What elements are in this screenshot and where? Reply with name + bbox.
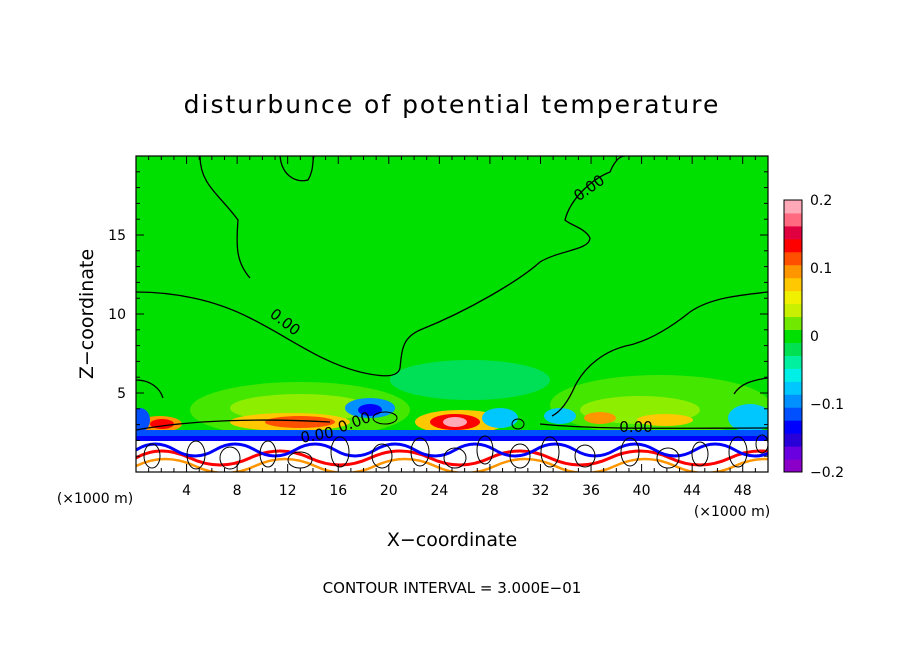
chart-title: disturbunce of potential temperature (184, 90, 721, 119)
x-tick-label: 20 (380, 483, 398, 499)
contour-interval-note: CONTOUR INTERVAL = 3.000E−01 (323, 579, 582, 597)
x-tick-label: 28 (481, 483, 499, 499)
temperature-field (136, 156, 768, 472)
colorbar-swatch (784, 225, 802, 240)
colorbar-swatch (784, 212, 802, 227)
x-unit-label-right: (×1000 m) (694, 504, 770, 520)
y-tick-label: 5 (117, 386, 126, 402)
x-axis-label: X−coordinate (387, 529, 517, 551)
colorbar-swatch (784, 251, 802, 266)
colorbar-swatch (784, 381, 802, 395)
colorbar-tick-label: −0.2 (810, 465, 844, 481)
colorbar-swatch (784, 433, 802, 447)
x-tick-label: 16 (329, 483, 347, 499)
colorbar-swatch (784, 316, 802, 331)
contour-label-5: 0.00 (619, 418, 652, 436)
y-tick-label: 15 (108, 228, 126, 244)
colorbar-swatch (784, 200, 802, 214)
colorbar-tick-label: −0.1 (810, 397, 844, 413)
x-tick-label: 40 (633, 483, 651, 499)
x-tick-label: 48 (734, 483, 752, 499)
colorbar-swatch (784, 264, 802, 279)
colorbar-swatch (784, 238, 802, 253)
x-tick-label: 8 (233, 483, 242, 499)
colorbar-swatch (784, 277, 802, 292)
x-tick-label: 4 (182, 483, 191, 499)
colorbar-swatch (784, 342, 802, 356)
colorbar-swatch (784, 368, 802, 382)
contour-label-3: 0.00 (299, 423, 335, 447)
colorbar-swatch (784, 394, 802, 408)
colorbar-swatch (784, 446, 802, 460)
y-axis-label: Z−coordinate (76, 249, 98, 379)
plot-area: 0.00 0.00 0.00 0.00 0.00 (135, 155, 769, 473)
x-unit-label-left: (×1000 m) (57, 491, 133, 507)
colorbar-swatch (784, 407, 802, 421)
colorbar-swatch (784, 303, 802, 318)
x-tick-label: 44 (683, 483, 701, 499)
colorbar-swatch (784, 459, 802, 473)
x-tick-label: 12 (279, 483, 297, 499)
colorbar-tick-label: 0 (810, 329, 819, 345)
y-tick-label: 10 (108, 307, 126, 323)
x-tick-label: 24 (430, 483, 448, 499)
colorbar-swatch (784, 290, 802, 305)
colorbar-swatch (784, 329, 802, 343)
colorbar-tick-label: 0.1 (810, 261, 832, 277)
colorbar-swatch (784, 420, 802, 434)
colorbar-tick-label: 0.2 (810, 193, 832, 209)
colorbar (783, 199, 803, 473)
colorbar-swatch (784, 355, 802, 369)
x-tick-label: 36 (582, 483, 600, 499)
colorbar-frame (783, 199, 803, 473)
x-tick-label: 32 (532, 483, 550, 499)
